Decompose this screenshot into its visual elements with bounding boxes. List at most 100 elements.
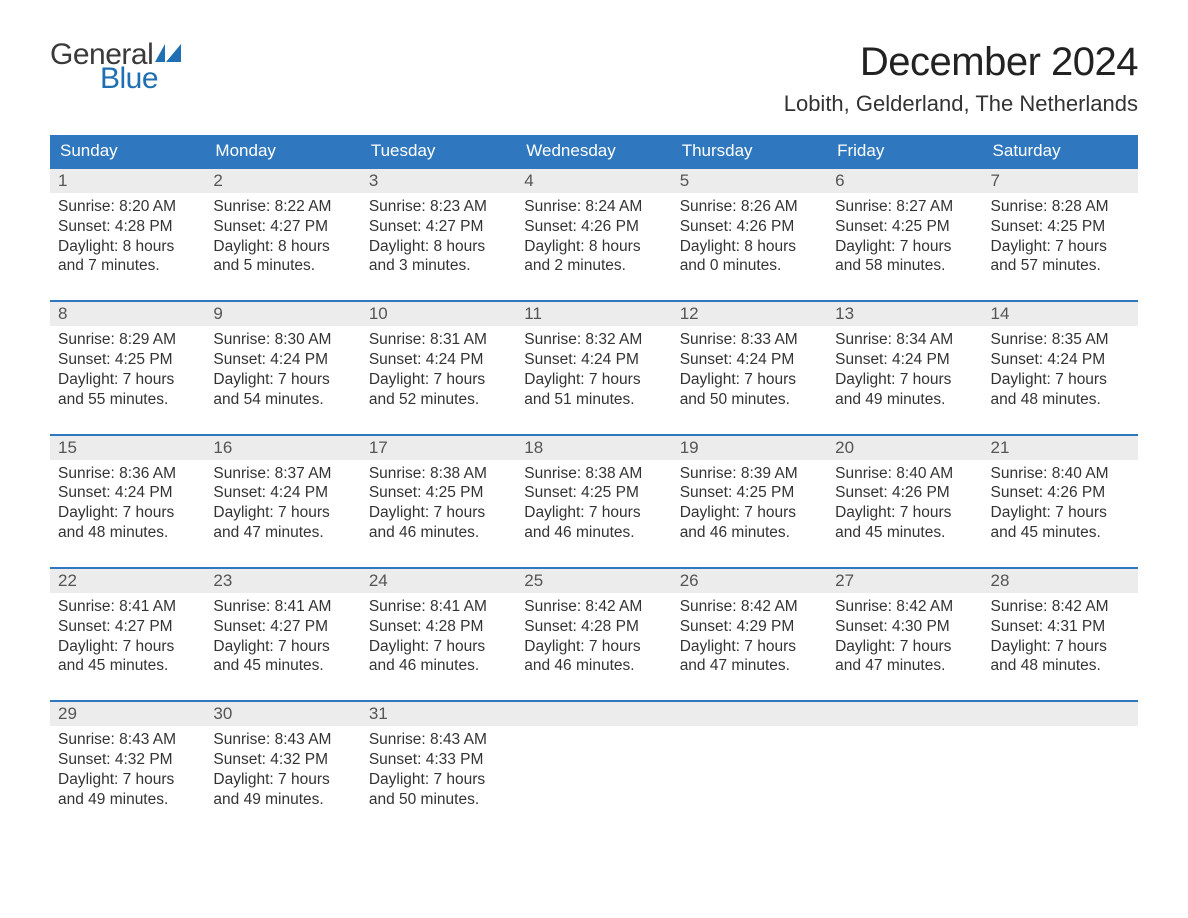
daylight-line-1: Daylight: 7 hours <box>369 770 508 790</box>
daylight-line-2: and 46 minutes. <box>369 656 508 676</box>
calendar-day: 7Sunrise: 8:28 AMSunset: 4:25 PMDaylight… <box>983 169 1138 286</box>
day-number: 24 <box>361 569 516 593</box>
daylight-line-2: and 47 minutes. <box>213 523 352 543</box>
sunset-line: Sunset: 4:24 PM <box>369 350 508 370</box>
day-number: 22 <box>50 569 205 593</box>
day-number: 21 <box>983 436 1138 460</box>
daylight-line-2: and 51 minutes. <box>524 390 663 410</box>
day-header-row: SundayMondayTuesdayWednesdayThursdayFrid… <box>50 135 1138 167</box>
calendar-day: 29Sunrise: 8:43 AMSunset: 4:32 PMDayligh… <box>50 702 205 819</box>
daylight-line-2: and 49 minutes. <box>58 790 197 810</box>
day-body <box>516 726 671 740</box>
day-number: 18 <box>516 436 671 460</box>
sunrise-line: Sunrise: 8:40 AM <box>991 464 1130 484</box>
day-body <box>983 726 1138 740</box>
daylight-line-1: Daylight: 7 hours <box>680 370 819 390</box>
sunset-line: Sunset: 4:28 PM <box>524 617 663 637</box>
daylight-line-1: Daylight: 8 hours <box>524 237 663 257</box>
day-body: Sunrise: 8:35 AMSunset: 4:24 PMDaylight:… <box>983 326 1138 419</box>
daylight-line-2: and 57 minutes. <box>991 256 1130 276</box>
sunrise-line: Sunrise: 8:35 AM <box>991 330 1130 350</box>
calendar-day: 22Sunrise: 8:41 AMSunset: 4:27 PMDayligh… <box>50 569 205 686</box>
daylight-line-1: Daylight: 7 hours <box>524 637 663 657</box>
daylight-line-2: and 5 minutes. <box>213 256 352 276</box>
daylight-line-2: and 47 minutes. <box>680 656 819 676</box>
daylight-line-1: Daylight: 7 hours <box>835 370 974 390</box>
calendar-day: 21Sunrise: 8:40 AMSunset: 4:26 PMDayligh… <box>983 436 1138 553</box>
sunset-line: Sunset: 4:27 PM <box>58 617 197 637</box>
calendar-day: 15Sunrise: 8:36 AMSunset: 4:24 PMDayligh… <box>50 436 205 553</box>
daylight-line-1: Daylight: 8 hours <box>58 237 197 257</box>
sunrise-line: Sunrise: 8:29 AM <box>58 330 197 350</box>
calendar-day: 11Sunrise: 8:32 AMSunset: 4:24 PMDayligh… <box>516 302 671 419</box>
daylight-line-2: and 3 minutes. <box>369 256 508 276</box>
day-number: 9 <box>205 302 360 326</box>
sunrise-line: Sunrise: 8:39 AM <box>680 464 819 484</box>
daylight-line-1: Daylight: 7 hours <box>213 770 352 790</box>
daylight-line-1: Daylight: 8 hours <box>369 237 508 257</box>
sunrise-line: Sunrise: 8:24 AM <box>524 197 663 217</box>
calendar-day: 27Sunrise: 8:42 AMSunset: 4:30 PMDayligh… <box>827 569 982 686</box>
sunset-line: Sunset: 4:32 PM <box>58 750 197 770</box>
day-number: 31 <box>361 702 516 726</box>
calendar-day: 6Sunrise: 8:27 AMSunset: 4:25 PMDaylight… <box>827 169 982 286</box>
day-body: Sunrise: 8:39 AMSunset: 4:25 PMDaylight:… <box>672 460 827 553</box>
day-header-cell: Monday <box>205 135 360 167</box>
title-block: December 2024 Lobith, Gelderland, The Ne… <box>784 40 1138 117</box>
sunset-line: Sunset: 4:27 PM <box>213 217 352 237</box>
day-number: 12 <box>672 302 827 326</box>
day-body: Sunrise: 8:40 AMSunset: 4:26 PMDaylight:… <box>983 460 1138 553</box>
daylight-line-2: and 54 minutes. <box>213 390 352 410</box>
calendar-week: 22 Sunrise: 8:41 AM Sunset: 4:27 PM Dayligh… <box>50 567 1138 686</box>
day-number: 17 <box>361 436 516 460</box>
sunset-line: Sunset: 4:24 PM <box>991 350 1130 370</box>
daylight-line-1: Daylight: 7 hours <box>680 637 819 657</box>
sunrise-line: Sunrise: 8:31 AM <box>369 330 508 350</box>
daylight-line-2: and 46 minutes. <box>369 523 508 543</box>
day-header-cell: Saturday <box>983 135 1138 167</box>
calendar-week: 1Sunrise: 8:20 AMSunset: 4:28 PMDaylight… <box>50 167 1138 286</box>
sunrise-line: Sunrise: 8:27 AM <box>835 197 974 217</box>
day-number: 28 <box>983 569 1138 593</box>
sunrise-line: Sunrise: 8:42 AM <box>524 597 663 617</box>
sunset-line: Sunset: 4:26 PM <box>991 483 1130 503</box>
day-body: Sunrise: 8:26 AMSunset: 4:26 PMDaylight:… <box>672 193 827 286</box>
daylight-line-2: and 0 minutes. <box>680 256 819 276</box>
sunrise-line: Sunrise: 8:23 AM <box>369 197 508 217</box>
calendar-day: 16Sunrise: 8:37 AMSunset: 4:24 PMDayligh… <box>205 436 360 553</box>
sunrise-line: Sunrise: 8:36 AM <box>58 464 197 484</box>
daylight-line-1: Daylight: 7 hours <box>58 770 197 790</box>
sunset-line: Sunset: 4:25 PM <box>524 483 663 503</box>
month-title: December 2024 <box>784 40 1138 85</box>
day-body: Sunrise: 8:23 AMSunset: 4:27 PMDaylight:… <box>361 193 516 286</box>
daylight-line-1: Daylight: 7 hours <box>213 503 352 523</box>
sunset-line: Sunset: 4:26 PM <box>524 217 663 237</box>
daylight-line-1: Daylight: 7 hours <box>58 503 197 523</box>
daylight-line-2: and 48 minutes. <box>991 390 1130 410</box>
daylight-line-2: and 58 minutes. <box>835 256 974 276</box>
daylight-line-2: and 46 minutes. <box>524 656 663 676</box>
calendar-day: 30Sunrise: 8:43 AMSunset: 4:32 PMDayligh… <box>205 702 360 819</box>
sunrise-line: Sunrise: 8:41 AM <box>213 597 352 617</box>
sunset-line: Sunset: 4:28 PM <box>369 617 508 637</box>
day-body: Sunrise: 8:27 AMSunset: 4:25 PMDaylight:… <box>827 193 982 286</box>
daylight-line-1: Daylight: 7 hours <box>991 503 1130 523</box>
day-header-cell: Thursday <box>672 135 827 167</box>
day-body: Sunrise: 8:43 AMSunset: 4:32 PMDaylight:… <box>205 726 360 819</box>
calendar-day <box>672 702 827 819</box>
sunrise-line: Sunrise: 8:20 AM <box>58 197 197 217</box>
page-header: General Blue December 2024 Lobith, Gelde… <box>50 40 1138 117</box>
calendar-day: 25Sunrise: 8:42 AMSunset: 4:28 PMDayligh… <box>516 569 671 686</box>
sunrise-line: Sunrise: 8:28 AM <box>991 197 1130 217</box>
day-body: Sunrise: 8:29 AMSunset: 4:25 PMDaylight:… <box>50 326 205 419</box>
daylight-line-2: and 48 minutes. <box>58 523 197 543</box>
sunrise-line: Sunrise: 8:26 AM <box>680 197 819 217</box>
calendar-day: 10Sunrise: 8:31 AMSunset: 4:24 PMDayligh… <box>361 302 516 419</box>
sunrise-line: Sunrise: 8:42 AM <box>991 597 1130 617</box>
daylight-line-1: Daylight: 7 hours <box>835 637 974 657</box>
day-header-cell: Wednesday <box>516 135 671 167</box>
day-number: 26 <box>672 569 827 593</box>
sunrise-line: Sunrise: 8:34 AM <box>835 330 974 350</box>
day-number: 8 <box>50 302 205 326</box>
daylight-line-2: and 45 minutes. <box>991 523 1130 543</box>
